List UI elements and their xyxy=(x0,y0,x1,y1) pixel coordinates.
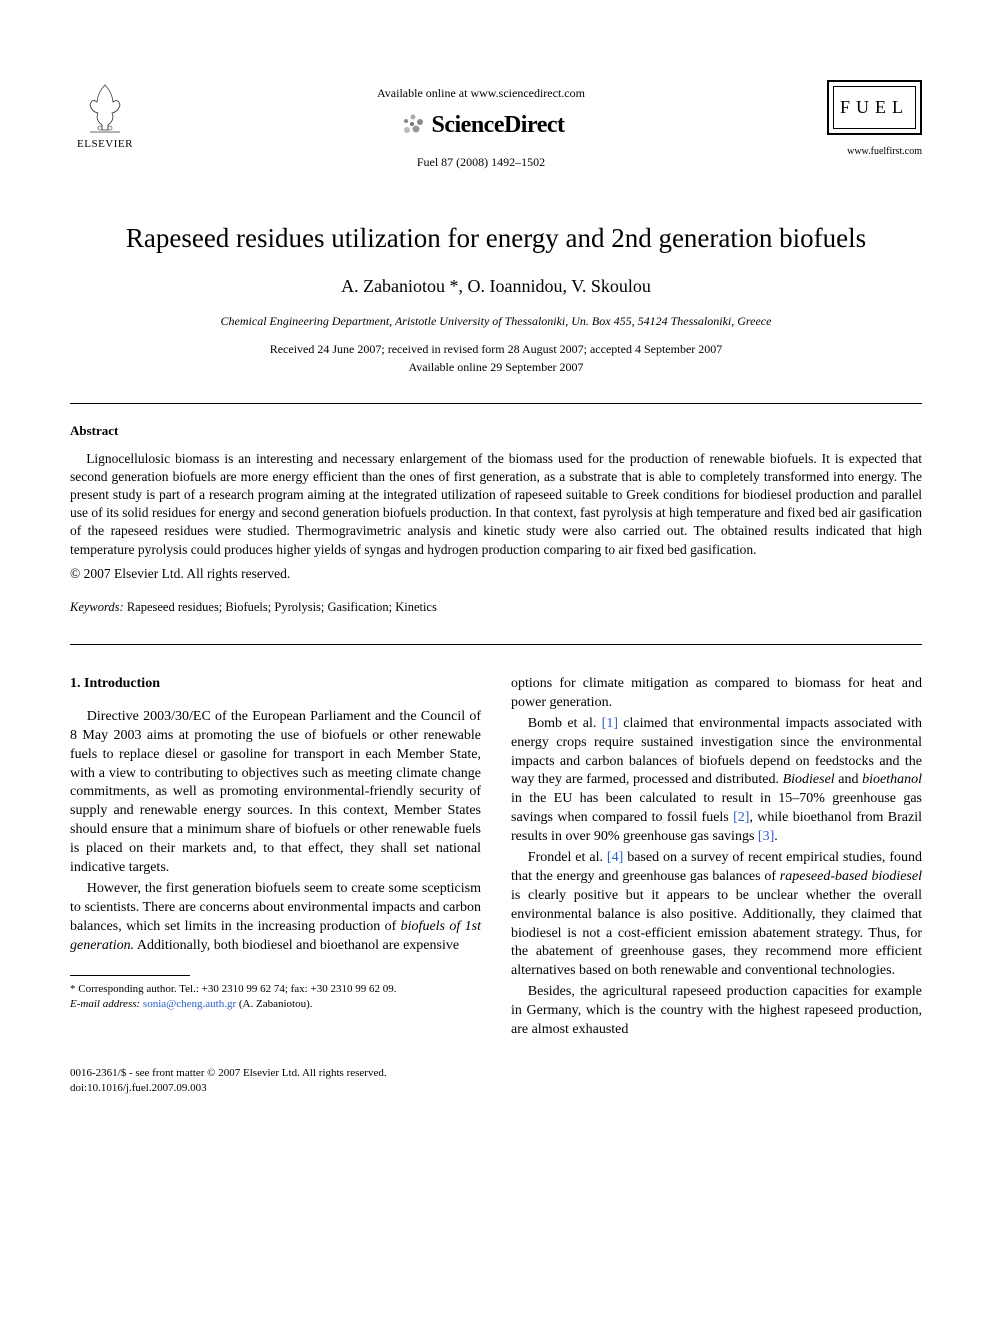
elsevier-tree-icon xyxy=(80,80,130,135)
body-columns: 1. Introduction Directive 2003/30/EC of … xyxy=(70,675,922,1042)
keywords-label: Keywords: xyxy=(70,600,124,614)
issn-line: 0016-2361/$ - see front matter © 2007 El… xyxy=(70,1066,922,1081)
sciencedirect-logo: ScienceDirect xyxy=(398,109,565,141)
elsevier-logo: ELSEVIER xyxy=(70,80,140,152)
doi-line: doi:10.1016/j.fuel.2007.09.003 xyxy=(70,1081,922,1096)
email-author: (A. Zabaniotou). xyxy=(236,998,312,1010)
email-label: E-mail address: xyxy=(70,998,140,1010)
email-line: E-mail address: sonia@cheng.auth.gr (A. … xyxy=(70,997,481,1011)
column-right: options for climate mitigation as compar… xyxy=(511,675,922,1042)
intro-para-4: Frondel et al. [4] based on a survey of … xyxy=(511,849,922,981)
divider-top xyxy=(70,403,922,404)
sciencedirect-text: ScienceDirect xyxy=(432,109,565,141)
fuel-letters: FUEL xyxy=(840,95,909,119)
fuel-journal-logo: FUEL www.fuelfirst.com xyxy=(822,80,922,159)
abstract-heading: Abstract xyxy=(70,422,922,440)
article-title: Rapeseed residues utilization for energy… xyxy=(70,220,922,256)
ref-4-link[interactable]: [4] xyxy=(607,850,623,865)
corresponding-tel-fax: * Corresponding author. Tel.: +30 2310 9… xyxy=(70,982,481,996)
fuel-box-icon: FUEL xyxy=(827,80,922,135)
intro-para-2-cont: options for climate mitigation as compar… xyxy=(511,675,922,713)
elsevier-label: ELSEVIER xyxy=(70,137,140,152)
email-link[interactable]: sonia@cheng.auth.gr xyxy=(143,998,236,1010)
corresponding-author-footnote: * Corresponding author. Tel.: +30 2310 9… xyxy=(70,982,481,1011)
received-dates: Received 24 June 2007; received in revis… xyxy=(70,341,922,357)
affiliation: Chemical Engineering Department, Aristot… xyxy=(70,313,922,329)
authors-line: A. Zabaniotou *, O. Ioannidou, V. Skoulo… xyxy=(70,274,922,298)
keywords-line: Keywords: Rapeseed residues; Biofuels; P… xyxy=(70,599,922,616)
journal-reference: Fuel 87 (2008) 1492–1502 xyxy=(140,154,822,170)
center-header: Available online at www.sciencedirect.co… xyxy=(140,80,822,170)
sciencedirect-swirl-icon xyxy=(398,111,426,139)
intro-para-1: Directive 2003/30/EC of the European Par… xyxy=(70,708,481,878)
intro-para-5: Besides, the agricultural rapeseed produ… xyxy=(511,983,922,1040)
intro-para-3: Bomb et al. [1] claimed that environment… xyxy=(511,715,922,847)
online-date: Available online 29 September 2007 xyxy=(70,359,922,375)
ref-2-link[interactable]: [2] xyxy=(733,810,749,825)
footnote-divider xyxy=(70,975,190,976)
available-online-text: Available online at www.sciencedirect.co… xyxy=(140,85,822,101)
divider-bottom xyxy=(70,644,922,645)
abstract-text: Lignocellulosic biomass is an interestin… xyxy=(70,450,922,559)
ref-3-link[interactable]: [3] xyxy=(758,829,774,844)
column-left: 1. Introduction Directive 2003/30/EC of … xyxy=(70,675,481,1042)
section-1-heading: 1. Introduction xyxy=(70,675,481,694)
page-header: ELSEVIER Available online at www.science… xyxy=(70,80,922,170)
abstract-copyright: © 2007 Elsevier Ltd. All rights reserved… xyxy=(70,565,922,583)
fuel-url: www.fuelfirst.com xyxy=(822,145,922,159)
intro-para-2: However, the first generation biofuels s… xyxy=(70,880,481,956)
keywords-text: Rapeseed residues; Biofuels; Pyrolysis; … xyxy=(124,600,437,614)
ref-1-link[interactable]: [1] xyxy=(602,716,618,731)
